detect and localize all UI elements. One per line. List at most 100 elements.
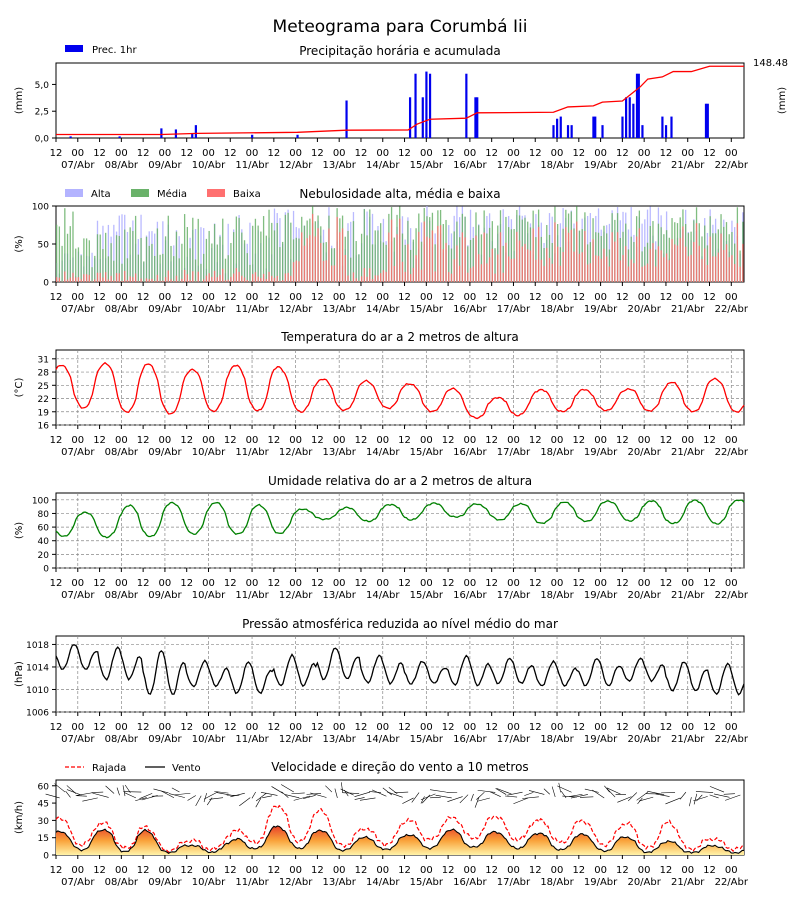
cloud-bar-media — [151, 243, 153, 282]
clouds-xtick-label: 00 — [551, 292, 564, 303]
cloud-bar-baixa — [439, 225, 442, 282]
cloud-bar-media — [205, 238, 208, 282]
legend-cloud-label: Média — [157, 188, 187, 200]
precip-xtick-label: 12 — [572, 148, 585, 159]
wind-direction-arrow — [239, 797, 251, 807]
cloud-bar-media — [64, 208, 66, 282]
cloud-bar-baixa — [197, 271, 199, 282]
humidity-line — [55, 499, 745, 539]
cloud-bar-baixa — [529, 250, 532, 282]
temp-date-label: 18/Abr — [540, 447, 574, 458]
cloud-bar-baixa — [548, 257, 551, 282]
wind-date-label: 11/Abr — [235, 877, 269, 888]
cloud-bar-media — [126, 258, 129, 282]
cloud-bar-baixa — [352, 272, 355, 282]
clouds-xtick-label: 12 — [529, 292, 542, 303]
precip-bar — [160, 128, 163, 138]
cloud-bar-media — [494, 248, 496, 282]
wind-direction-arrow — [647, 790, 665, 796]
clouds-date-label: 12/Abr — [279, 304, 313, 315]
wind-date-label: 13/Abr — [322, 877, 356, 888]
cloud-bar-baixa — [497, 254, 499, 282]
cloud-bar-baixa — [301, 232, 303, 282]
pressure-date-label: 20/Abr — [627, 734, 661, 745]
cloud-bar-media — [540, 236, 542, 282]
pressure-ytick-label: 1014 — [26, 663, 49, 673]
cloud-bar-media — [186, 227, 189, 282]
cloud-bar-alta — [194, 228, 197, 282]
cloud-bar-baixa — [731, 255, 733, 282]
cloud-bar-baixa — [521, 246, 523, 282]
cloud-bar-baixa — [611, 232, 613, 282]
precip-date-label: 18/Abr — [540, 160, 574, 171]
clouds-ytick-label: 100 — [32, 203, 49, 213]
cloud-bar-baixa — [328, 228, 330, 282]
cloud-bar-baixa — [619, 260, 621, 282]
cloud-bar-media — [58, 226, 61, 282]
cloud-bar-baixa — [586, 264, 589, 282]
cloud-bar-alta — [502, 209, 504, 282]
pressure-date-label: 17/Abr — [497, 734, 531, 745]
cloud-bar-baixa — [426, 236, 428, 282]
humidity-date-label: 08/Abr — [105, 590, 139, 601]
cloud-bar-media — [409, 249, 412, 282]
cloud-bar-baixa — [238, 271, 240, 282]
wind-direction-arrow — [606, 787, 621, 795]
temp-xtick-label: 12 — [485, 435, 498, 446]
pressure-date-label: 12/Abr — [279, 734, 313, 745]
humidity-xtick-label: 12 — [572, 578, 585, 589]
cloud-bar-baixa — [649, 248, 651, 282]
temp-date-label: 10/Abr — [192, 447, 226, 458]
temp-date-label: 16/Abr — [453, 447, 487, 458]
wind-direction-arrow — [135, 797, 147, 802]
pressure-xtick-label: 12 — [311, 722, 324, 733]
cloud-bar-baixa — [232, 273, 235, 282]
cloud-bar-baixa — [77, 277, 80, 282]
cloud-bar-baixa — [102, 277, 104, 282]
pressure-xtick-label: 12 — [355, 722, 368, 733]
precip-bar — [704, 103, 708, 138]
cloud-bar-baixa — [453, 259, 455, 282]
cloud-bar-media — [262, 216, 265, 282]
cloud-bar-media — [646, 242, 649, 282]
wind-direction-arrow — [325, 785, 333, 793]
temp-ytick-label: 19 — [38, 408, 50, 418]
cloud-bar-baixa — [655, 266, 657, 282]
pressure-xtick-label: 12 — [616, 722, 629, 733]
precip-xtick-label: 00 — [551, 148, 564, 159]
cloud-bar-baixa — [527, 249, 529, 282]
cloud-bar-media — [467, 246, 469, 282]
cloud-bar-baixa — [532, 228, 534, 282]
cloud-bar-baixa — [276, 275, 278, 282]
cloud-bar-media — [241, 232, 243, 282]
temp-xtick-label: 00 — [246, 435, 259, 446]
wind-date-label: 07/Abr — [61, 877, 95, 888]
cloud-bar-media — [360, 233, 363, 282]
clouds-xtick-label: 00 — [159, 292, 172, 303]
cloud-bar-baixa — [706, 265, 709, 282]
cloud-bar-media — [134, 215, 137, 282]
cloud-bar-alta — [227, 223, 229, 282]
cloud-bar-baixa — [442, 249, 444, 282]
precip-date-label: 07/Abr — [61, 160, 95, 171]
cloud-bar-media — [271, 222, 273, 282]
cloud-bar-baixa — [685, 246, 687, 282]
wind-direction-arrow — [262, 795, 273, 799]
cloud-bar-baixa — [448, 272, 450, 282]
cloud-bar-baixa — [562, 251, 564, 282]
precip-date-label: 09/Abr — [148, 160, 182, 171]
wind-direction-arrow — [116, 787, 120, 796]
legend-cloud-label: Baixa — [233, 189, 261, 200]
cloud-bar-baixa — [423, 221, 425, 282]
wind-direction-arrow — [281, 784, 294, 793]
pressure-panel: Pressão atmosférica reduzida ao nível mé… — [14, 617, 749, 745]
wind-direction-arrow — [560, 791, 567, 799]
cloud-bar-media — [227, 255, 229, 282]
cloud-bar-baixa — [292, 262, 295, 282]
cloud-bar-baixa — [382, 270, 385, 282]
wind-direction-arrow — [695, 791, 714, 793]
humidity-title: Umidade relativa do ar a 2 metros de alt… — [268, 474, 532, 488]
clouds-xtick-label: 00 — [115, 292, 128, 303]
precip-bar — [625, 97, 628, 138]
cloud-bar-baixa — [380, 273, 382, 282]
